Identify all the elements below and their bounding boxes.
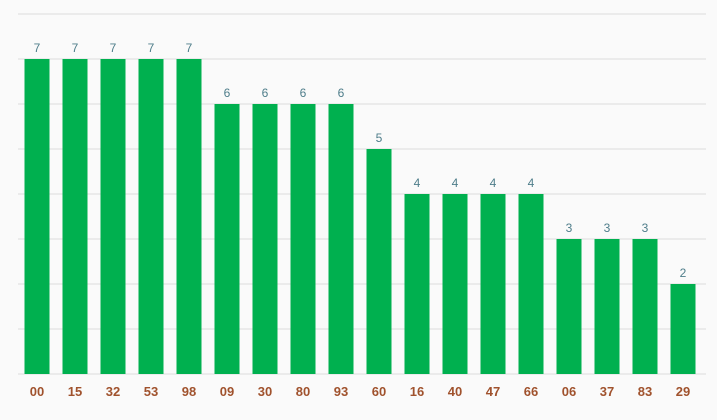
value-label-16: 4 — [414, 176, 421, 190]
x-tick-label-83: 83 — [638, 384, 652, 399]
value-label-60: 5 — [376, 131, 383, 145]
value-label-40: 4 — [452, 176, 459, 190]
x-tick-label-40: 40 — [448, 384, 462, 399]
bar-32[interactable] — [100, 59, 126, 374]
x-tick-label-16: 16 — [410, 384, 424, 399]
value-label-15: 7 — [72, 41, 79, 55]
bar-47[interactable] — [480, 194, 506, 374]
bar-40[interactable] — [442, 194, 468, 374]
x-tick-label-80: 80 — [296, 384, 310, 399]
value-label-80: 6 — [300, 86, 307, 100]
x-tick-label-06: 06 — [562, 384, 576, 399]
bar-53[interactable] — [138, 59, 164, 374]
x-tick-label-37: 37 — [600, 384, 614, 399]
bar-60[interactable] — [366, 149, 392, 374]
value-labels: 7 7 7 7 7 6 6 6 6 5 4 4 4 4 3 3 3 2 — [34, 41, 687, 280]
x-tick-label-32: 32 — [106, 384, 120, 399]
value-label-83: 3 — [642, 221, 649, 235]
x-tick-label-98: 98 — [182, 384, 196, 399]
bar-93[interactable] — [328, 104, 354, 374]
x-tick-label-15: 15 — [68, 384, 82, 399]
bar-30[interactable] — [252, 104, 278, 374]
x-tick-label-60: 60 — [372, 384, 386, 399]
value-label-09: 6 — [224, 86, 231, 100]
value-label-98: 7 — [186, 41, 193, 55]
gridlines — [18, 13, 706, 375]
value-label-66: 4 — [528, 176, 535, 190]
x-tick-label-00: 00 — [30, 384, 44, 399]
bar-37[interactable] — [594, 239, 620, 374]
value-label-53: 7 — [148, 41, 155, 55]
bar-98[interactable] — [176, 59, 202, 374]
value-label-06: 3 — [566, 221, 573, 235]
bar-80[interactable] — [290, 104, 316, 374]
value-label-30: 6 — [262, 86, 269, 100]
value-label-29: 2 — [680, 266, 687, 280]
value-label-00: 7 — [34, 41, 41, 55]
x-tick-label-30: 30 — [258, 384, 272, 399]
bar-15[interactable] — [62, 59, 88, 374]
x-tick-label-09: 09 — [220, 384, 234, 399]
bar-83[interactable] — [632, 239, 658, 374]
value-label-37: 3 — [604, 221, 611, 235]
value-label-32: 7 — [110, 41, 117, 55]
x-tick-labels: 00 15 32 53 98 09 30 80 93 60 16 40 47 66 06 37 83 29 — [30, 384, 690, 399]
x-tick-label-53: 53 — [144, 384, 158, 399]
x-tick-label-93: 93 — [334, 384, 348, 399]
bars — [24, 59, 696, 374]
bar-16[interactable] — [404, 194, 430, 374]
bar-06[interactable] — [556, 239, 582, 374]
x-tick-label-66: 66 — [524, 384, 538, 399]
value-label-93: 6 — [338, 86, 345, 100]
bar-00[interactable] — [24, 59, 50, 374]
bar-66[interactable] — [518, 194, 544, 374]
x-tick-label-47: 47 — [486, 384, 500, 399]
value-label-47: 4 — [490, 176, 497, 190]
bar-29[interactable] — [670, 284, 696, 374]
bar-09[interactable] — [214, 104, 240, 374]
x-tick-label-29: 29 — [676, 384, 690, 399]
